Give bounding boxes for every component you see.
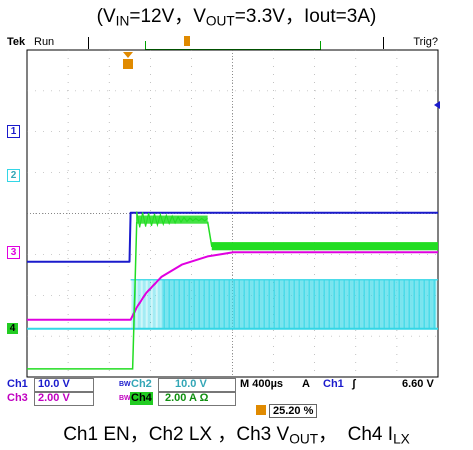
ch1-en-trace <box>27 211 438 263</box>
ch2-scale: 10.0 V <box>175 378 207 390</box>
ch4-scale: 2.00 A Ω <box>165 392 209 404</box>
settings-readout: Ch1 10.0 V BW Ch2 10.0 V M 400µs A Ch1 ʃ… <box>7 378 442 408</box>
caption-ch2: Ch2 LX ， <box>148 424 237 445</box>
trigger-level: 6.60 V <box>402 378 434 390</box>
ch4-ground-marker: 4 <box>7 323 18 334</box>
ch3-bw-limit: BW <box>119 395 131 402</box>
timebase: M 400µs <box>240 378 284 390</box>
ch3-ground-marker: 3 <box>7 246 20 259</box>
ch2-ground-marker: 2 <box>7 169 20 182</box>
caption-ch3: Ch3 V <box>236 424 290 445</box>
trigger-status: Trig? <box>413 36 438 48</box>
status-divider <box>383 37 384 49</box>
ch3-label: Ch3 <box>7 392 28 404</box>
ch1-scale: 10.0 V <box>38 378 70 390</box>
trigger-mode: A <box>302 378 310 390</box>
ch3-vout-trace <box>27 251 438 321</box>
vin-value: =12V，V <box>129 6 206 27</box>
title-open: (V <box>96 6 116 27</box>
trigger-position-icon <box>256 405 266 415</box>
ch2-bw-limit: BW <box>119 381 131 388</box>
record-position-marker <box>184 36 190 46</box>
test-conditions-title: (VIN=12V，VOUT=3.3V，Iout=3A) <box>0 6 473 32</box>
traces <box>27 211 438 370</box>
ch1-ground-marker: 1 <box>7 125 20 138</box>
vin-subscript: IN <box>115 13 130 29</box>
vout-subscript: OUT <box>205 13 235 29</box>
caption-ch4-subscript: LX <box>393 431 410 447</box>
vout-value: =3.3V，Iout=3A) <box>234 6 377 27</box>
status-divider <box>88 37 89 49</box>
ch4-label: Ch4 <box>130 392 153 405</box>
ch1-label: Ch1 <box>7 378 28 390</box>
ch2-label: Ch2 <box>131 378 152 390</box>
trigger-position-arrow <box>123 52 133 58</box>
channel-caption: Ch1 EN，Ch2 LX ，Ch3 VOUT， Ch4 ILX <box>0 424 473 450</box>
trigger-level-arrow <box>434 101 440 109</box>
scope-status-bar: Tek Run Trig? <box>7 36 442 50</box>
acquisition-state: Run <box>34 36 55 48</box>
trigger-marker <box>123 59 133 69</box>
ch4-ilx-trace-rise <box>27 221 138 370</box>
trigger-position-readout: 25.20 % <box>256 404 318 418</box>
ch2-lx-trace <box>131 279 437 329</box>
brand-logo: Tek <box>7 36 26 48</box>
caption-ch1: Ch1 EN， <box>63 424 149 445</box>
caption-ch3-tail: ， <box>318 424 338 445</box>
trigger-slope-icon: ʃ <box>352 378 356 390</box>
ch4-ilx-steady-band <box>211 242 438 251</box>
caption-ch4: Ch4 I <box>347 424 394 445</box>
ch3-scale: 2.00 V <box>38 392 70 404</box>
trigger-channel: Ch1 <box>323 378 344 390</box>
ch4-ilx-band <box>136 215 208 224</box>
caption-ch3-subscript: OUT <box>289 431 319 447</box>
trigger-position-value: 25.20 % <box>269 404 318 418</box>
